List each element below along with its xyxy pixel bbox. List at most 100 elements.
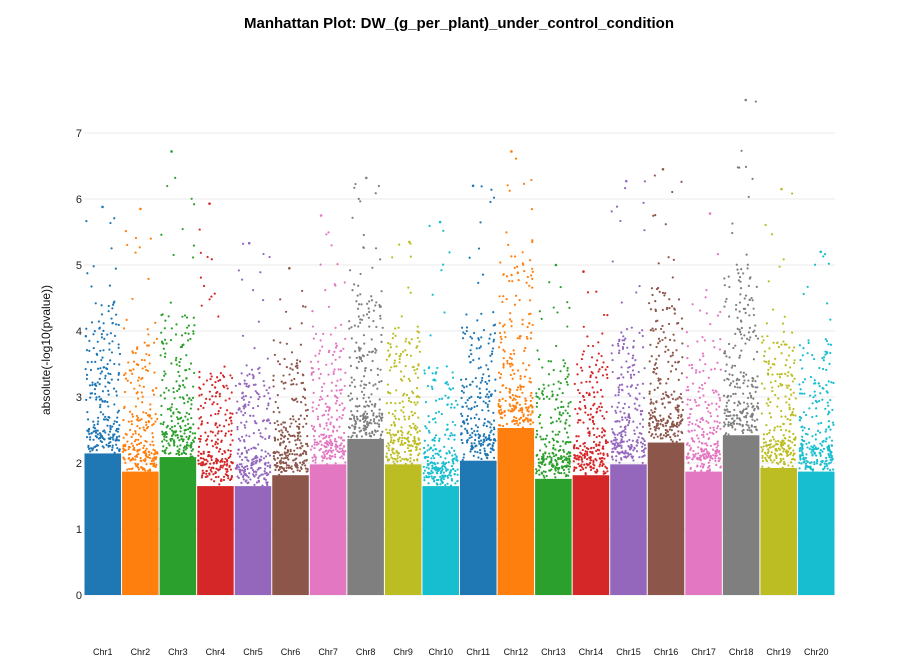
snp-point xyxy=(649,414,652,417)
snp-point xyxy=(557,380,560,383)
snp-point xyxy=(241,465,244,468)
snp-point xyxy=(168,407,171,410)
snp-point xyxy=(519,388,522,391)
snp-point xyxy=(240,372,243,375)
snp-point xyxy=(272,455,275,458)
snp-point xyxy=(284,461,288,464)
snp-point xyxy=(500,373,503,376)
snp-point xyxy=(469,450,472,453)
snp-point xyxy=(285,464,289,467)
snp-point xyxy=(318,352,321,355)
snp-point xyxy=(584,466,588,469)
snp-point xyxy=(559,382,562,385)
snp-point xyxy=(340,417,343,420)
snp-point xyxy=(558,411,561,414)
snp-point xyxy=(170,406,173,409)
snp-point xyxy=(333,453,337,456)
snp-point xyxy=(416,431,419,434)
snp-point xyxy=(102,413,105,416)
snp-point xyxy=(186,400,189,403)
snp-point xyxy=(159,422,162,425)
snp-point xyxy=(784,437,787,440)
snp-point xyxy=(747,284,750,287)
snp-point xyxy=(727,342,731,346)
peak-snp-point xyxy=(101,205,104,209)
snp-point xyxy=(514,398,517,401)
snp-point xyxy=(827,404,830,407)
snp-point xyxy=(113,451,116,454)
snp-point xyxy=(625,418,629,421)
snp-point xyxy=(716,420,719,423)
snp-point xyxy=(680,414,683,418)
snp-point xyxy=(621,435,624,439)
snp-point xyxy=(492,338,495,341)
snp-point xyxy=(527,420,530,423)
snp-point xyxy=(436,462,439,465)
snp-point xyxy=(727,410,730,413)
snp-point xyxy=(484,401,487,405)
snp-point xyxy=(808,407,811,410)
snp-point xyxy=(492,340,495,343)
snp-point xyxy=(483,447,486,450)
snp-point xyxy=(155,386,158,390)
snp-point xyxy=(817,422,820,425)
snp-point xyxy=(300,322,303,325)
chromosome-chr3 xyxy=(159,150,197,595)
snp-point xyxy=(197,408,200,411)
snp-point xyxy=(586,335,589,338)
snp-point xyxy=(397,438,400,441)
snp-point xyxy=(719,399,722,402)
snp-point xyxy=(418,448,422,451)
snp-point xyxy=(117,371,120,375)
snp-point xyxy=(653,410,656,413)
snp-point xyxy=(716,415,719,418)
snp-point xyxy=(572,469,576,472)
snp-point xyxy=(552,444,555,447)
snp-point xyxy=(564,441,567,444)
snp-point xyxy=(572,445,576,449)
snp-point xyxy=(695,457,698,460)
snp-point xyxy=(169,338,173,342)
snp-point xyxy=(264,472,267,475)
snp-point xyxy=(273,437,277,441)
snp-point xyxy=(788,406,791,409)
snp-point xyxy=(236,475,239,478)
snp-point xyxy=(365,383,368,387)
snp-point xyxy=(348,327,351,330)
snp-point xyxy=(736,316,739,319)
snp-point xyxy=(775,454,778,457)
snp-point xyxy=(359,414,362,418)
snp-point xyxy=(245,465,249,468)
snp-point xyxy=(257,398,260,401)
snp-point xyxy=(555,398,558,401)
snp-point xyxy=(611,344,614,347)
snp-point xyxy=(176,445,179,448)
snp-point xyxy=(434,421,437,424)
snp-point xyxy=(152,393,156,396)
snp-point xyxy=(279,459,282,463)
snp-point xyxy=(769,443,772,446)
snp-point xyxy=(552,306,555,309)
snp-point xyxy=(335,418,339,421)
snp-point xyxy=(139,459,142,462)
snp-point xyxy=(239,468,242,471)
snp-point xyxy=(728,384,732,387)
snp-point xyxy=(415,386,419,390)
snp-point xyxy=(625,328,629,331)
snp-point xyxy=(678,438,681,441)
snp-point xyxy=(601,460,604,463)
snp-point xyxy=(223,463,226,466)
snp-point xyxy=(291,397,294,400)
snp-point xyxy=(181,344,184,347)
snp-point xyxy=(821,398,824,401)
snp-point xyxy=(756,386,759,389)
snp-point xyxy=(290,465,293,468)
snp-point xyxy=(314,354,317,357)
snp-point xyxy=(440,480,443,484)
snp-point xyxy=(529,337,533,340)
snp-point xyxy=(130,420,133,423)
snp-point xyxy=(510,410,513,413)
snp-point xyxy=(191,448,195,451)
snp-point xyxy=(647,422,651,425)
snp-point xyxy=(291,415,295,418)
